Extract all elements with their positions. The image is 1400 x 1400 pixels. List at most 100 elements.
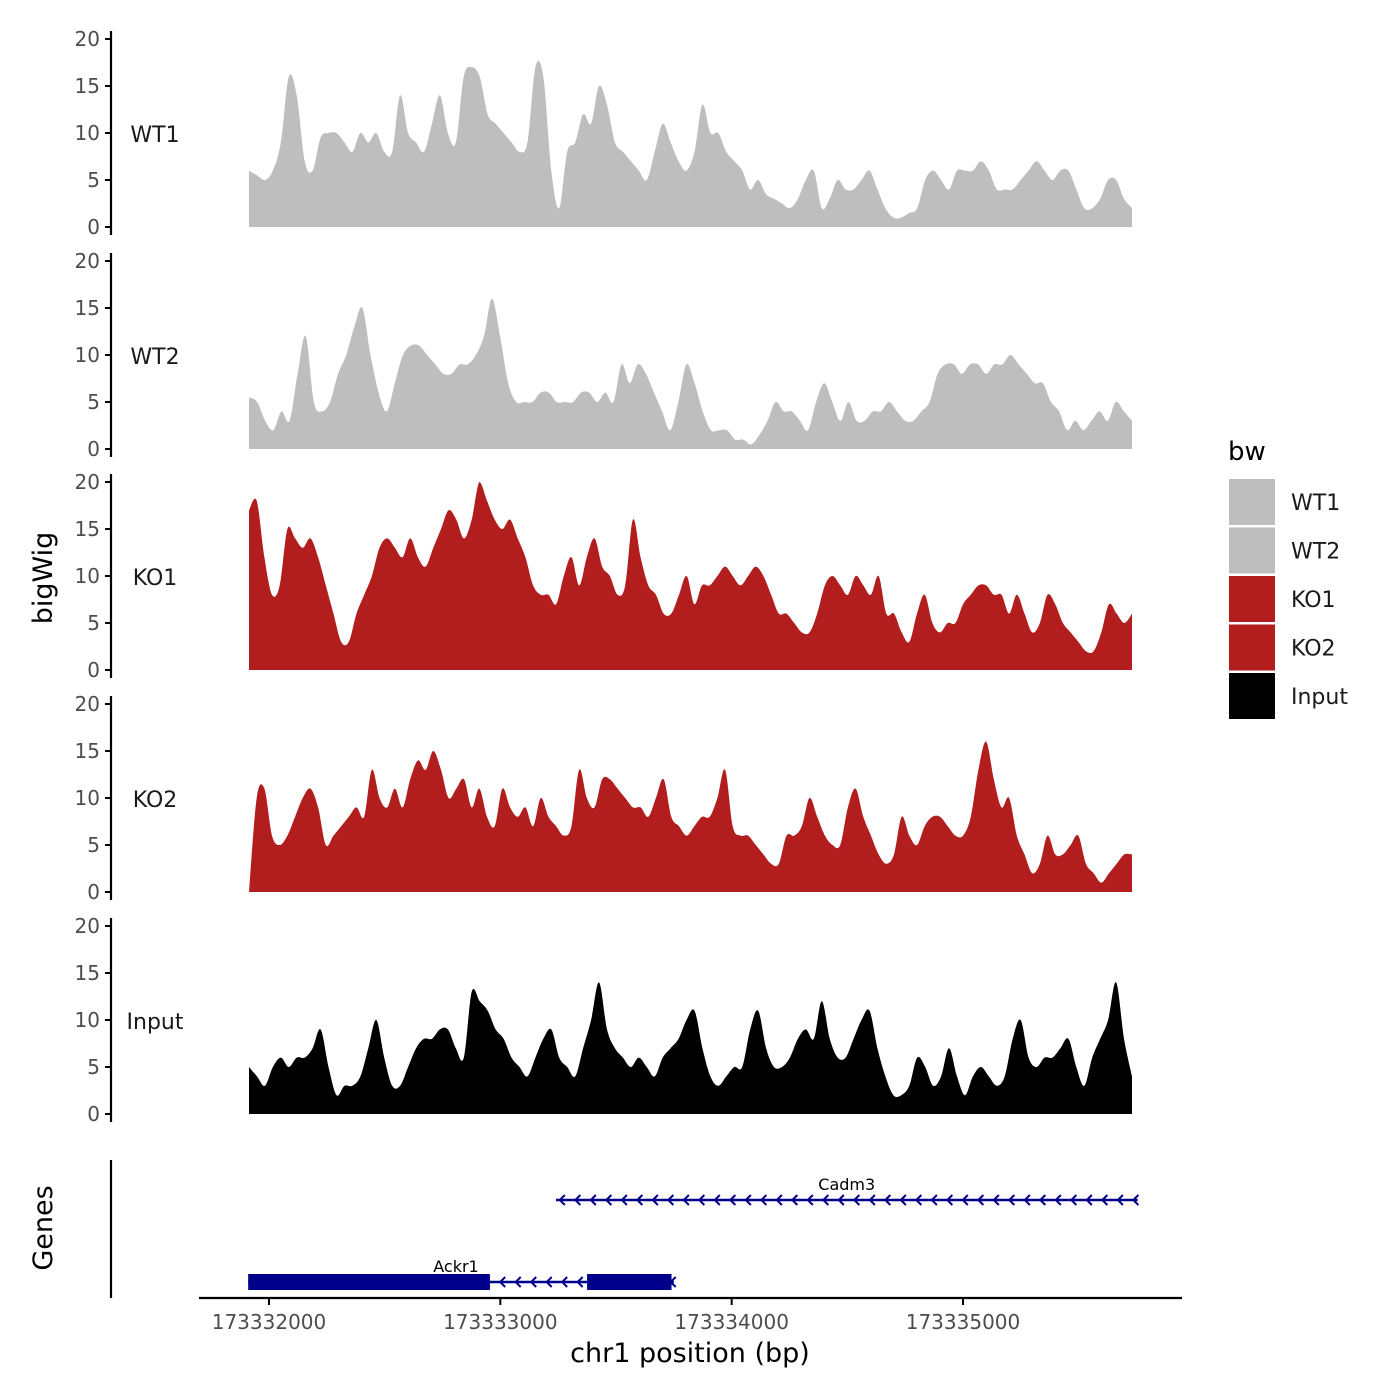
x-tick-label: 173334000 bbox=[674, 1310, 789, 1334]
strand-chevron bbox=[545, 1276, 553, 1288]
legend-item-wt2: WT2 bbox=[1229, 527, 1340, 574]
y-tick-label: 10 bbox=[75, 343, 100, 367]
strand-chevron bbox=[558, 1194, 566, 1206]
strand-chevron bbox=[992, 1194, 1000, 1206]
x-tick-label: 173333000 bbox=[443, 1310, 558, 1334]
strand-chevron bbox=[1100, 1194, 1109, 1206]
y-tick-label: 10 bbox=[75, 1008, 100, 1032]
x-axis: 173332000 173333000 173334000 173335000 bbox=[199, 1296, 1182, 1334]
legend-swatch bbox=[1229, 576, 1275, 622]
strand-chevron bbox=[620, 1194, 628, 1206]
y-tick-label: 20 bbox=[75, 470, 100, 494]
strand-chevron bbox=[821, 1194, 830, 1206]
legend-item-ko2: KO2 bbox=[1229, 624, 1336, 671]
strand-chevron bbox=[759, 1194, 768, 1206]
strand-chevron bbox=[744, 1194, 752, 1206]
legend-item-input: Input bbox=[1229, 673, 1348, 719]
x-tick-label: 173332000 bbox=[212, 1310, 327, 1334]
legend-swatch bbox=[1229, 673, 1275, 719]
y-tick-label: 20 bbox=[75, 914, 100, 938]
y-tick-label: 5 bbox=[87, 1055, 100, 1079]
y-tick-label: 0 bbox=[87, 1102, 100, 1126]
legend-label: WT2 bbox=[1291, 540, 1340, 565]
signal-area-ko1 bbox=[249, 482, 1132, 670]
strand-chevron bbox=[1069, 1194, 1078, 1206]
strand-chevron bbox=[573, 1194, 582, 1206]
legend-swatch bbox=[1229, 479, 1275, 525]
strand-chevron bbox=[976, 1194, 985, 1206]
strand-chevron bbox=[713, 1194, 721, 1206]
y-tick-label: 5 bbox=[87, 833, 100, 857]
strand-chevron bbox=[1007, 1194, 1016, 1206]
track-label-input: Input bbox=[127, 1010, 184, 1035]
track-wt1: 0 5 10 15 20 WT1 bbox=[75, 27, 1132, 239]
y-tick-label: 5 bbox=[87, 168, 100, 192]
strand-chevron bbox=[666, 1194, 675, 1206]
strand-chevron bbox=[728, 1194, 737, 1206]
y-tick-label: 10 bbox=[75, 564, 100, 588]
y-tick-label: 0 bbox=[87, 437, 100, 461]
legend-label: KO1 bbox=[1291, 588, 1336, 613]
y-tick-label: 5 bbox=[87, 611, 100, 635]
strand-chevron bbox=[1116, 1194, 1124, 1206]
y-tick-label: 15 bbox=[75, 74, 100, 98]
strand-chevron bbox=[682, 1194, 690, 1206]
strand-chevron bbox=[576, 1276, 584, 1288]
gene-label: Ackr1 bbox=[433, 1257, 478, 1276]
y-tick-label: 20 bbox=[75, 692, 100, 716]
track-ko2: 0 5 10 15 20 KO2 bbox=[75, 692, 1132, 904]
legend-label: KO2 bbox=[1291, 637, 1336, 662]
track-label-wt1: WT1 bbox=[130, 123, 179, 148]
strand-chevron bbox=[837, 1194, 845, 1206]
strand-chevron bbox=[635, 1194, 644, 1206]
y-tick-label: 10 bbox=[75, 786, 100, 810]
strand-chevron bbox=[560, 1276, 568, 1288]
strand-chevron bbox=[498, 1276, 506, 1288]
y-tick-label: 15 bbox=[75, 961, 100, 985]
signal-area-wt2 bbox=[249, 298, 1132, 449]
strand-chevron bbox=[529, 1276, 537, 1288]
strand-chevron bbox=[1023, 1194, 1031, 1206]
track-label-ko2: KO2 bbox=[133, 788, 178, 813]
y-tick-label: 20 bbox=[75, 27, 100, 51]
strand-chevron bbox=[914, 1194, 923, 1206]
gene-ackr1: Ackr1 bbox=[248, 1257, 677, 1290]
strand-chevron bbox=[883, 1194, 892, 1206]
legend: bw WT1 WT2 KO1 KO2 Input bbox=[1228, 437, 1348, 719]
legend-swatch bbox=[1229, 624, 1275, 671]
strand-chevron bbox=[775, 1194, 783, 1206]
strand-chevron bbox=[514, 1276, 522, 1288]
y-tick-label: 0 bbox=[87, 215, 100, 239]
strand-chevron bbox=[790, 1194, 799, 1206]
strand-chevron bbox=[852, 1194, 861, 1206]
strand-chevron bbox=[1085, 1194, 1093, 1206]
strand-chevron bbox=[806, 1194, 814, 1206]
y-tick-label: 15 bbox=[75, 739, 100, 763]
track-input: 0 5 10 15 20 Input bbox=[75, 914, 1132, 1126]
y-tick-label: 15 bbox=[75, 296, 100, 320]
legend-label: WT1 bbox=[1291, 491, 1340, 516]
gene-cadm3: Cadm3 bbox=[555, 1175, 1140, 1206]
x-axis-title: chr1 position (bp) bbox=[570, 1338, 810, 1369]
strand-chevron bbox=[1038, 1194, 1047, 1206]
tracks-group: 0 5 10 15 20 WT1 0 5 10 15 20 WT2 0 5 10 15 20 KO1 0 5 10 15 2… bbox=[75, 27, 1132, 1126]
gene-label: Cadm3 bbox=[818, 1175, 875, 1194]
y-tick-label: 10 bbox=[75, 121, 100, 145]
y-tick-label: 0 bbox=[87, 658, 100, 682]
strand-chevron bbox=[651, 1194, 659, 1206]
track-wt2: 0 5 10 15 20 WT2 bbox=[75, 249, 1132, 461]
track-ko1: 0 5 10 15 20 KO1 bbox=[75, 470, 1132, 682]
strand-chevron bbox=[1131, 1194, 1140, 1206]
strand-chevron bbox=[868, 1194, 876, 1206]
track-label-wt2: WT2 bbox=[130, 345, 179, 370]
y-tick-label: 5 bbox=[87, 390, 100, 414]
signal-area-wt1 bbox=[249, 60, 1132, 227]
legend-title: bw bbox=[1228, 437, 1266, 467]
strand-chevron bbox=[589, 1194, 597, 1206]
gene-exon bbox=[248, 1274, 490, 1290]
x-tick-label: 173335000 bbox=[906, 1310, 1021, 1334]
strand-chevron bbox=[945, 1194, 954, 1206]
genes-track: Cadm3 Ackr1 bbox=[109, 1160, 1140, 1298]
legend-item-wt1: WT1 bbox=[1229, 479, 1340, 525]
